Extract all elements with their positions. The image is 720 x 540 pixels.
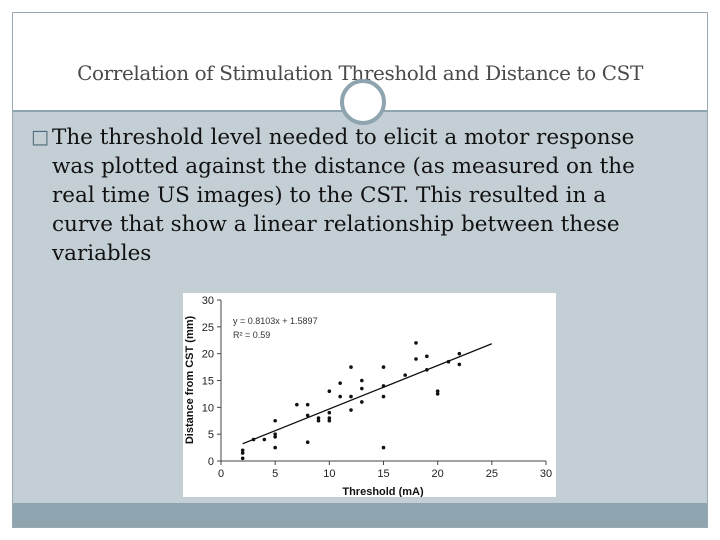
r-squared-label: R² = 0.59 bbox=[233, 330, 270, 340]
data-point bbox=[381, 365, 386, 369]
x-tick-label: 10 bbox=[323, 468, 335, 480]
equation-label: y = 0.8103x + 1.5897 bbox=[233, 316, 318, 326]
y-axis-title: Distance from CST (mm) bbox=[184, 315, 196, 444]
data-point bbox=[305, 402, 310, 407]
data-point bbox=[327, 416, 332, 420]
y-tick-label: 10 bbox=[202, 402, 214, 414]
bullet-line: was plotted against the distance (as mea… bbox=[52, 154, 635, 179]
data-point bbox=[273, 432, 277, 436]
data-point bbox=[435, 392, 440, 396]
data-point bbox=[381, 394, 386, 399]
data-point bbox=[316, 418, 321, 423]
data-point bbox=[403, 373, 407, 377]
trendline bbox=[242, 343, 493, 445]
x-tick-label: 30 bbox=[540, 468, 552, 480]
data-point bbox=[360, 378, 364, 383]
data-point bbox=[381, 384, 386, 388]
x-tick-label: 0 bbox=[218, 468, 224, 480]
data-point bbox=[316, 416, 321, 420]
x-tick-label: 5 bbox=[272, 468, 278, 480]
y-tick-label: 0 bbox=[208, 456, 214, 468]
data-point bbox=[349, 408, 353, 412]
data-point bbox=[457, 362, 462, 367]
data-point bbox=[273, 435, 277, 439]
data-point bbox=[305, 413, 310, 418]
y-tick-label: 5 bbox=[208, 429, 214, 441]
data-point bbox=[262, 437, 267, 442]
square-bullet-icon: □ bbox=[31, 126, 49, 148]
data-point bbox=[381, 445, 386, 450]
data-point bbox=[273, 445, 277, 450]
data-point bbox=[240, 448, 245, 453]
x-axis-title: Threshold (mA) bbox=[342, 486, 424, 497]
bullet-paragraph: □ The threshold level needed to elicit a… bbox=[31, 123, 687, 268]
data-point bbox=[446, 359, 451, 364]
data-point bbox=[414, 357, 418, 361]
bullet-line: variables bbox=[52, 241, 152, 266]
data-point bbox=[435, 389, 440, 394]
data-point bbox=[327, 418, 332, 423]
data-point bbox=[360, 386, 364, 391]
data-point bbox=[273, 418, 277, 423]
y-tick-label: 25 bbox=[202, 322, 214, 334]
bullet-line: The threshold level needed to elicit a m… bbox=[52, 125, 635, 150]
data-point bbox=[425, 354, 429, 359]
data-point bbox=[251, 437, 256, 442]
slide-frame bbox=[12, 12, 708, 528]
footer-bar bbox=[13, 503, 707, 527]
x-tick-label: 20 bbox=[432, 468, 444, 480]
bullet-line: real time US images) to the CST. This re… bbox=[52, 183, 607, 208]
bullet-line: curve that show a linear relationship be… bbox=[52, 212, 620, 237]
x-tick-label: 25 bbox=[486, 468, 498, 480]
y-tick-label: 15 bbox=[202, 376, 214, 388]
scatter-chart: 0 5 10 15 20 25 30 0 5 10 15 20 25 30 y = 0.8103x + 1… bbox=[183, 293, 556, 497]
x-tick-label: 15 bbox=[377, 468, 389, 480]
data-point bbox=[360, 400, 364, 404]
data-point bbox=[327, 389, 332, 394]
data-point bbox=[327, 410, 332, 415]
data-point bbox=[295, 402, 299, 407]
chart-svg: 0 5 10 15 20 25 30 0 5 10 15 20 25 30 y = 0.8103x + 1… bbox=[184, 295, 552, 497]
divider-circle-icon bbox=[340, 79, 386, 125]
data-point bbox=[305, 440, 310, 445]
data-point bbox=[349, 365, 353, 369]
data-point bbox=[425, 367, 429, 372]
y-tick-label: 20 bbox=[202, 349, 214, 361]
data-point bbox=[414, 341, 418, 345]
data-point bbox=[457, 351, 462, 356]
data-point bbox=[338, 394, 342, 399]
plot-layer: 0 5 10 15 20 25 30 0 5 10 15 20 25 30 bbox=[202, 295, 552, 480]
data-point bbox=[349, 394, 353, 399]
data-point bbox=[240, 456, 245, 461]
data-point bbox=[338, 381, 342, 385]
data-point bbox=[240, 451, 245, 455]
y-tick-label: 30 bbox=[202, 295, 214, 307]
